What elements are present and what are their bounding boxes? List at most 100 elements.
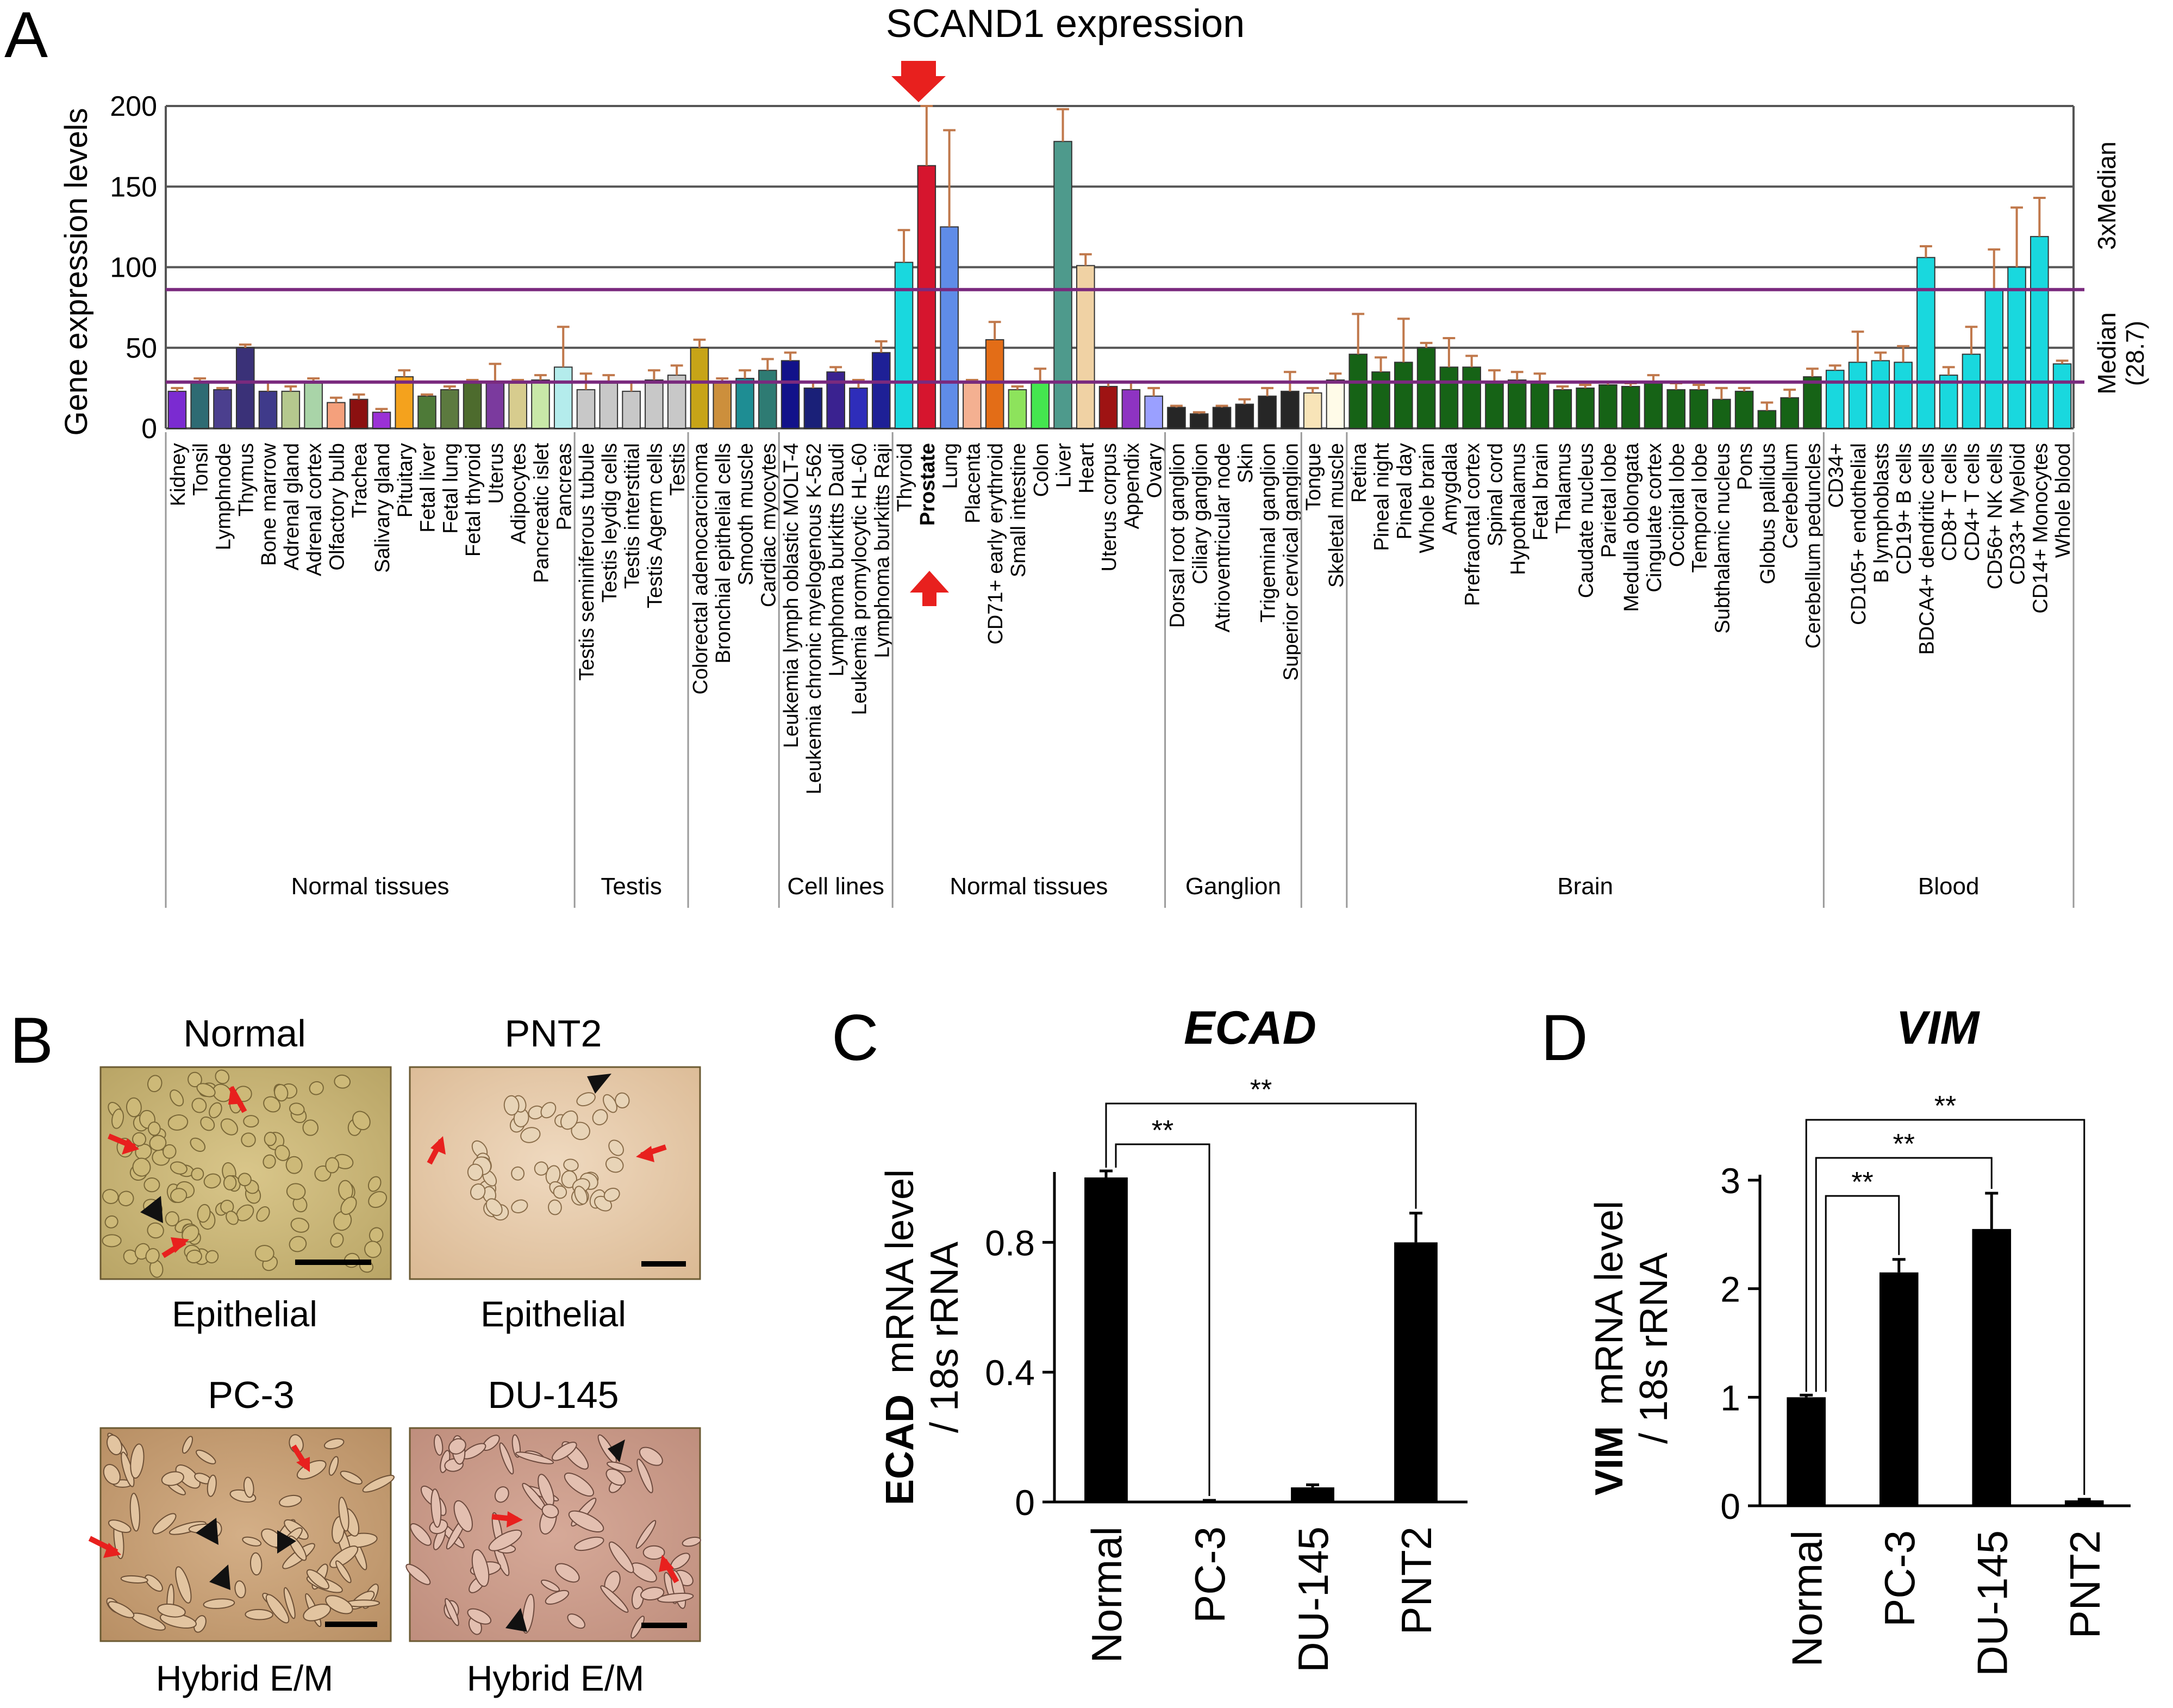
bar xyxy=(1871,360,1890,429)
x-tick-label: Pancreas xyxy=(553,443,576,531)
red-arrow-icon xyxy=(228,1086,243,1105)
x-tick-label: CD33+ Myeloid xyxy=(2007,443,2030,585)
cell-shape xyxy=(265,1594,290,1624)
bar xyxy=(1031,381,1050,429)
cell-shape xyxy=(605,1156,624,1173)
bar xyxy=(1916,257,1935,429)
panel-a-bars xyxy=(167,141,2072,429)
x-tick-label: Lymphnode xyxy=(212,443,235,550)
cell-shape xyxy=(340,1196,357,1215)
x-tick-label: Leukemia lymph oblastic MOLT-4 xyxy=(780,443,803,748)
cell-shape xyxy=(600,1585,629,1613)
significance-bracket xyxy=(1825,1195,1900,1392)
cell-shape xyxy=(448,1438,466,1455)
panel-c-plot-area: 0 0.4 0.8 Normal PC-3 DU-145 PNT2 ** ** xyxy=(985,1074,1468,1673)
cell-shape xyxy=(553,1185,567,1199)
bar xyxy=(713,381,732,429)
cell-shape xyxy=(120,1575,148,1584)
bar xyxy=(1084,1177,1128,1502)
significance-bracket xyxy=(1815,1157,1993,1392)
cell-shape xyxy=(191,1167,204,1181)
panel-c-chart: ECAD ECAD mRNA level / 18s rRNA 0 0.4 0.8 N… xyxy=(878,1002,1468,1673)
bar xyxy=(417,395,436,429)
x-tick-label: CD14+ Monocytes xyxy=(2029,443,2052,614)
cell-shape xyxy=(220,1118,239,1136)
cell-shape xyxy=(609,1541,634,1573)
x-tick-label: Dorsal root ganglion xyxy=(1166,443,1189,628)
bar xyxy=(1326,379,1345,429)
cell-shape xyxy=(200,1116,215,1131)
cell-shape xyxy=(188,1071,202,1088)
cell-shape xyxy=(126,1097,142,1118)
group-label: Brain xyxy=(1557,873,1613,900)
bar xyxy=(1621,385,1640,429)
three-x-median-label: 3xMedian xyxy=(2093,141,2121,250)
cell-shape xyxy=(129,1493,140,1532)
cell-shape xyxy=(309,1081,324,1095)
cell-shape xyxy=(405,1563,431,1585)
cell-shape xyxy=(325,1157,340,1174)
bar xyxy=(1416,347,1436,429)
cell-shape xyxy=(335,1560,352,1584)
x-tick-label: Trigeminal ganglion xyxy=(1257,443,1280,622)
bar xyxy=(1439,366,1459,429)
y-tick-label: 3 xyxy=(1720,1161,1740,1201)
black-arrowhead-icon xyxy=(608,1439,625,1462)
bar xyxy=(1507,379,1527,429)
bar xyxy=(1348,353,1368,429)
bar xyxy=(826,371,845,429)
x-tick-label: CD34+ xyxy=(1825,443,1847,508)
bar xyxy=(235,347,255,429)
panel-c-y-axis-label-bold: ECAD xyxy=(878,1394,922,1505)
cell-shape xyxy=(226,1211,239,1225)
panel-label-c: C xyxy=(832,1001,879,1074)
x-tick-label: Ovary xyxy=(1144,443,1166,498)
panel-d-y-axis-label-bold: VIM xyxy=(1588,1426,1631,1495)
x-tick-label: Adrenal cortex xyxy=(303,443,326,576)
x-tick-label: Lymphoma burkitts Daudi xyxy=(826,443,848,676)
bar xyxy=(485,381,505,429)
cell-shape xyxy=(238,1173,252,1187)
bar xyxy=(1530,382,1550,429)
cell-shape xyxy=(467,1608,492,1625)
x-tick-label: CD4+ T cells xyxy=(1961,443,1984,561)
bar xyxy=(1291,1487,1334,1502)
micrograph-du145-cells xyxy=(405,1434,701,1639)
cell-shape xyxy=(107,1435,122,1455)
x-tick-label: Tonsil xyxy=(190,443,213,496)
bar xyxy=(1553,389,1572,429)
bar xyxy=(1008,389,1027,429)
bar xyxy=(1144,395,1163,429)
cell-shape xyxy=(132,1157,151,1177)
bar xyxy=(1787,1397,1826,1506)
cell-shape xyxy=(607,1461,633,1473)
x-tick-label: Fetal brain xyxy=(1529,443,1552,541)
bar xyxy=(463,382,482,429)
bar xyxy=(2052,363,2072,429)
bar xyxy=(167,390,187,429)
cell-shape xyxy=(636,1458,653,1493)
x-tick-label: PNT2 xyxy=(1393,1526,1440,1635)
panel-c-y-axis-label: ECAD mRNA level xyxy=(878,1169,922,1505)
panel-d-chart: VIM VIM mRNA level / 18s rRNA 0 1 2 3 Normal… xyxy=(1588,1002,2131,1676)
cell-shape xyxy=(330,1232,344,1248)
prostate-arrow-down-icon xyxy=(891,61,946,102)
bar xyxy=(803,387,823,429)
y-tick-label: 0 xyxy=(1015,1482,1035,1523)
red-arrow-icon xyxy=(659,1555,674,1572)
x-tick-label: Appendix xyxy=(1121,443,1144,529)
panel-d-y-axis-label: VIM mRNA level xyxy=(1588,1201,1631,1495)
x-tick-label: Thalamus xyxy=(1552,443,1575,534)
y-tick-label: 200 xyxy=(110,91,157,122)
cell-shape xyxy=(574,1536,604,1551)
cell-shape xyxy=(157,1603,186,1618)
bar xyxy=(576,389,596,429)
panel-a-chart: SCAND1 expression Gene expression levels… xyxy=(59,2,2149,908)
cell-shape xyxy=(592,1109,608,1126)
cell-shape xyxy=(520,1127,541,1143)
cell-shape xyxy=(197,1204,211,1223)
group-label: Normal tissues xyxy=(291,873,449,900)
panel-d-plot-area: 0 1 2 3 Normal PC-3 DU-145 PNT2 ** ** ** xyxy=(1720,1090,2131,1676)
bar xyxy=(553,366,573,429)
x-tick-label: Whole blood xyxy=(2052,443,2075,558)
